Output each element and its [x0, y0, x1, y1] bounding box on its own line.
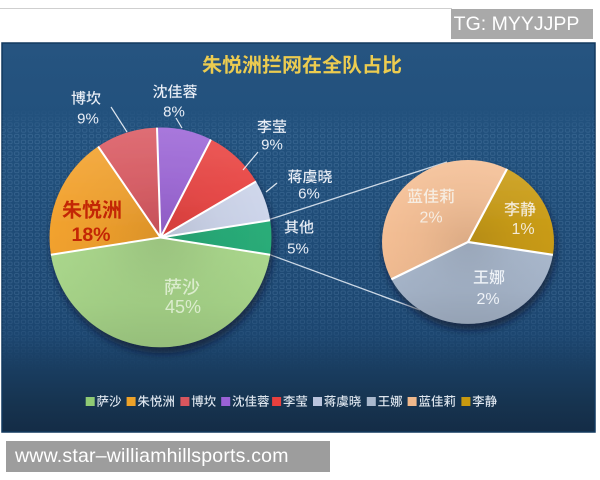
svg-text:1%: 1%	[511, 221, 534, 238]
svg-text:18%: 18%	[71, 224, 110, 246]
svg-text:2%: 2%	[476, 291, 499, 308]
svg-text:2%: 2%	[419, 209, 442, 226]
svg-text:45%: 45%	[165, 297, 201, 317]
svg-text:9%: 9%	[77, 110, 99, 127]
svg-text:6%: 6%	[298, 185, 320, 202]
svg-text:9%: 9%	[261, 136, 283, 153]
svg-text:5%: 5%	[287, 240, 309, 257]
svg-text:8%: 8%	[163, 103, 185, 120]
